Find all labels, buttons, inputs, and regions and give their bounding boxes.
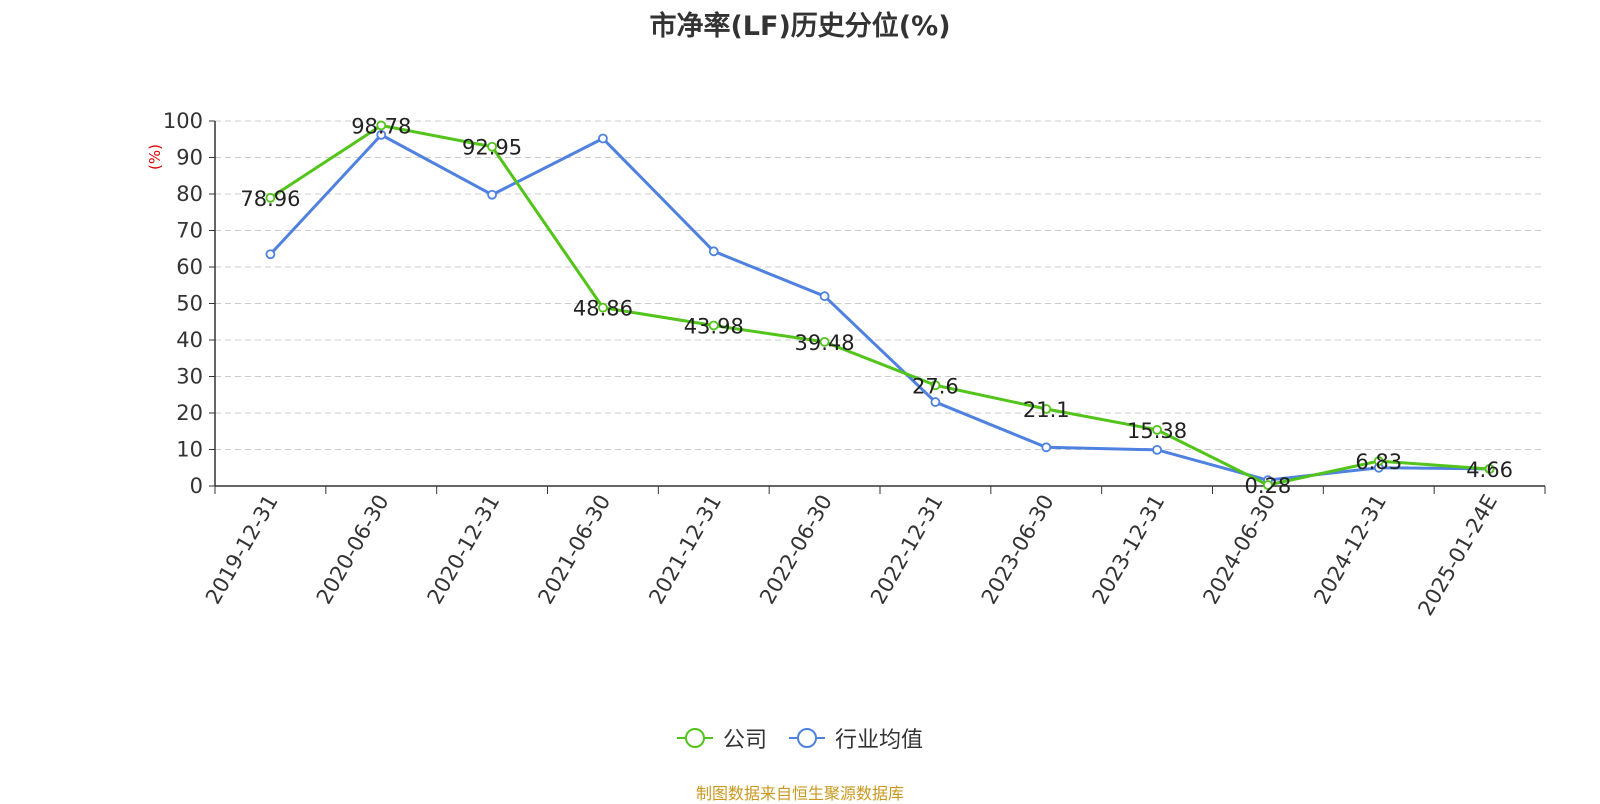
data-label: 15.38 — [1127, 419, 1187, 443]
line-chart: 0 10 20 30 40 50 60 70 80 90 100 2019-12-31 2020-06… — [146, 109, 1546, 620]
data-point — [376, 120, 387, 131]
y-tick-label: 10 — [176, 438, 203, 462]
data-point — [1152, 424, 1162, 435]
data-point — [598, 133, 608, 144]
y-tick-label: 60 — [176, 255, 203, 279]
data-point — [930, 380, 941, 391]
data-label: 0.28 — [1245, 474, 1292, 498]
x-tick-label: 2022-12-31 — [866, 491, 948, 609]
data-label: 39.48 — [795, 331, 855, 355]
grid-lines — [215, 120, 1545, 450]
y-tick-label: 90 — [176, 146, 203, 170]
legend-item-company[interactable]: 公司 — [676, 722, 767, 754]
data-label: 21.1 — [1023, 398, 1070, 422]
data-point — [819, 291, 830, 302]
y-tick-label: 80 — [176, 182, 203, 206]
data-point — [930, 397, 941, 407]
data-label: 48.86 — [573, 297, 633, 321]
series-line-company — [269, 123, 1490, 487]
data-point — [708, 320, 719, 331]
series-layer — [265, 120, 1495, 490]
x-tick-label: 2023-12-31 — [1088, 491, 1170, 609]
chart-title: 市净率(LF)历史分位(%) — [649, 11, 951, 42]
x-tick-label: 2025-01-24E — [1413, 491, 1501, 620]
data-point — [376, 129, 387, 140]
data-point — [265, 192, 276, 203]
data-label: 78.96 — [240, 187, 300, 211]
y-axis-label: (%) — [146, 144, 164, 170]
y-tick-label: 30 — [176, 365, 203, 389]
data-point — [1041, 404, 1052, 414]
y-tick-label: 40 — [176, 328, 203, 352]
x-axis: 2019-12-31 2020-06-30 2020-12-31 2021-06-30… — [201, 485, 1546, 620]
data-labels: 78.96 98.78 92.95 48.86 43.98 39.48 27.6 21.1 15… — [240, 114, 1513, 498]
y-tick-label: 50 — [176, 292, 203, 316]
legend: 公司 行业均值 — [0, 722, 1600, 754]
circle-line-icon — [789, 728, 825, 748]
series-line-industry — [269, 133, 1490, 482]
data-point — [819, 336, 830, 347]
data-label: 98.78 — [351, 114, 411, 138]
data-label: 4.66 — [1466, 458, 1513, 482]
data-point — [1041, 442, 1052, 453]
circle-line-icon — [676, 728, 713, 748]
data-point — [487, 189, 497, 200]
data-point — [265, 249, 276, 260]
x-tick-label: 2021-12-31 — [644, 491, 726, 609]
y-tick-label: 100 — [163, 109, 203, 133]
y-tick-label: 70 — [176, 219, 203, 243]
data-point — [708, 246, 719, 257]
data-point — [1484, 464, 1495, 474]
x-tick-label: 2024-12-31 — [1309, 491, 1391, 609]
legend-label-company: 公司 — [722, 728, 767, 753]
x-tick-label: 2020-06-30 — [312, 491, 394, 609]
data-point — [1263, 480, 1273, 490]
data-source-note: 制图数据来自恒生聚源数据库 — [695, 784, 904, 803]
x-tick-label: 2021-06-30 — [533, 491, 615, 609]
data-label: 6.83 — [1355, 450, 1402, 474]
data-point — [598, 302, 608, 313]
x-tick-label: 2019-12-31 — [201, 491, 283, 609]
legend-label-industry: 行业均值 — [835, 728, 924, 753]
legend-item-industry[interactable]: 行业均值 — [789, 722, 923, 754]
x-tick-label: 2020-12-31 — [423, 491, 505, 609]
x-tick-label: 2024-06-30 — [1198, 491, 1280, 609]
y-tick-label: 0 — [190, 474, 203, 498]
data-label: 27.6 — [912, 374, 959, 398]
x-tick-label: 2022-06-30 — [755, 491, 837, 609]
data-label: 43.98 — [684, 314, 744, 338]
y-axis: 0 10 20 30 40 50 60 70 80 90 100 — [163, 109, 216, 498]
data-point — [1373, 456, 1384, 466]
data-label: 92.95 — [462, 136, 522, 160]
data-point — [487, 141, 497, 152]
x-tick-label: 2023-06-30 — [977, 491, 1059, 609]
data-point — [1152, 444, 1162, 455]
y-tick-label: 20 — [176, 401, 203, 425]
